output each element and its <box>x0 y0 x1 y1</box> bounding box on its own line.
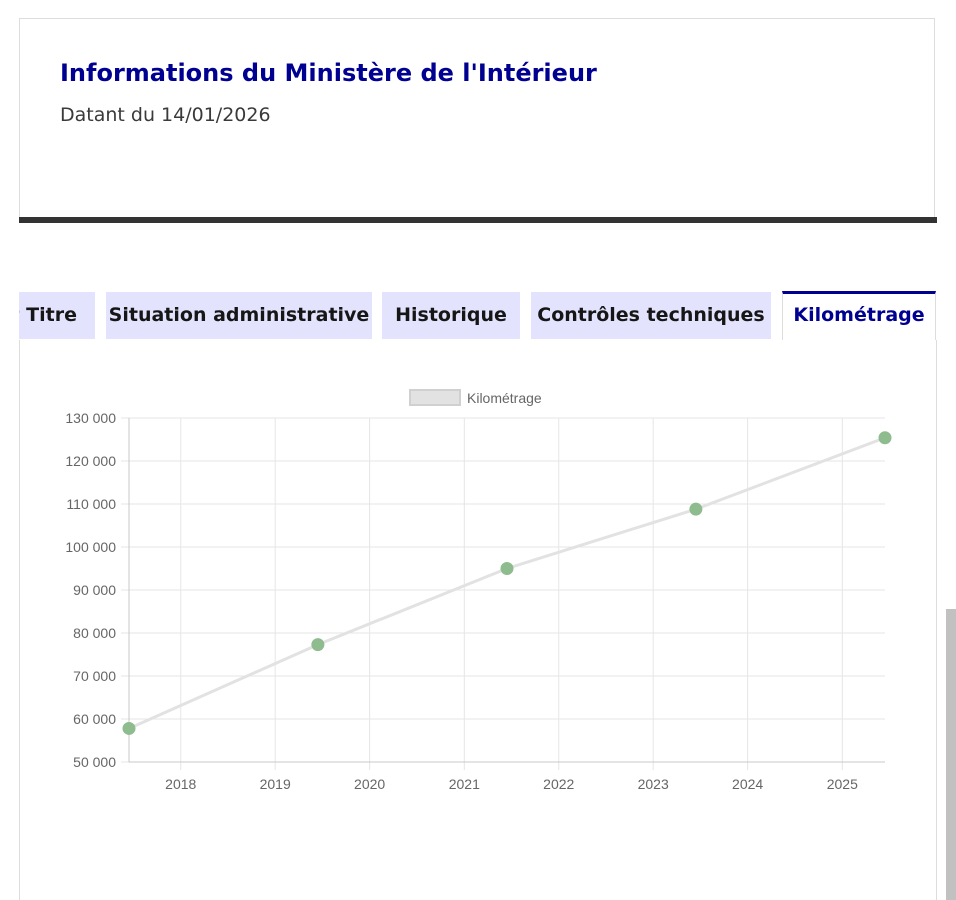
chart-grid <box>121 417 885 770</box>
x-tick-label: 2019 <box>260 776 291 792</box>
x-tick-label: 2025 <box>827 776 858 792</box>
legend-swatch <box>409 389 461 406</box>
data-point[interactable] <box>500 562 514 575</box>
x-tick-label: 2021 <box>449 776 480 792</box>
data-point[interactable] <box>878 431 892 445</box>
data-point[interactable] <box>689 502 703 516</box>
y-tick-label: 130 000 <box>65 410 116 426</box>
tab-list: t Titre Situation administrative Histori… <box>19 291 937 340</box>
tab-panel-kilometrage: 50 000 60 000 70 000 80 000 90 000 100 000 110… <box>19 340 937 900</box>
info-title: Informations du Ministère de l'Intérieur <box>60 59 597 87</box>
tab-situation-administrative[interactable]: Situation administrative <box>106 292 372 339</box>
y-tick-label: 100 000 <box>65 539 116 555</box>
mileage-chart: 50 000 60 000 70 000 80 000 90 000 100 000 110… <box>65 389 892 792</box>
x-tick-label: 2020 <box>354 776 385 792</box>
tab-kilometrage[interactable]: Kilométrage <box>782 291 936 340</box>
data-point[interactable] <box>122 721 136 735</box>
y-tick-label: 90 000 <box>73 582 116 598</box>
info-card: Informations du Ministère de l'Intérieur… <box>19 18 935 218</box>
y-tick-label: 80 000 <box>73 625 116 641</box>
y-tick-label: 70 000 <box>73 668 116 684</box>
info-date: Datant du 14/01/2026 <box>60 104 271 126</box>
tab-historique[interactable]: Historique <box>382 292 520 339</box>
data-point[interactable] <box>311 638 325 652</box>
chart-series <box>122 431 892 735</box>
tab-titre[interactable]: t Titre <box>19 292 95 339</box>
scrollbar-thumb[interactable] <box>946 609 956 900</box>
y-tick-label: 60 000 <box>73 711 116 727</box>
y-tick-label: 120 000 <box>65 453 116 469</box>
series-line-kilometrage <box>128 436 886 730</box>
y-tick-label: 110 000 <box>66 496 116 512</box>
x-tick-label: 2018 <box>165 776 196 792</box>
x-tick-label: 2022 <box>543 776 574 792</box>
y-tick-label: 50 000 <box>73 754 116 770</box>
tab-controles-techniques[interactable]: Contrôles techniques <box>531 292 771 339</box>
x-tick-label: 2024 <box>732 776 763 792</box>
chart-axes: 50 000 60 000 70 000 80 000 90 000 100 000 110… <box>65 410 885 792</box>
info-card-bottom-border <box>19 217 937 223</box>
chart-legend[interactable]: Kilométrage <box>409 389 542 406</box>
legend-label: Kilométrage <box>467 390 542 406</box>
x-tick-label: 2023 <box>638 776 669 792</box>
